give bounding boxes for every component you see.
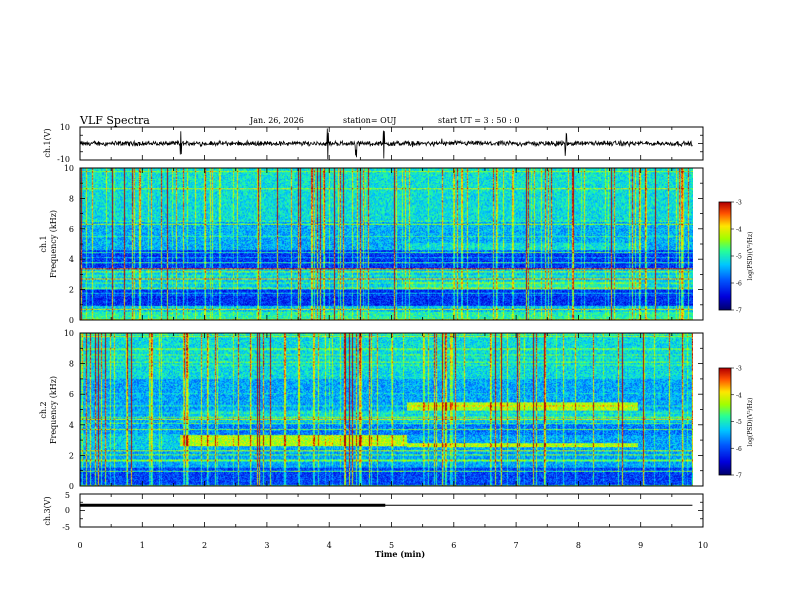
ch1-spec-ylabel-frequency: Frequency (kHz) [49,210,58,278]
ch1-waveform-ticks [79,126,704,161]
colorbar-tick-label: -7 [736,308,742,315]
header: VLF Spectra Jan. 26, 2026 station= OUJ s… [79,114,519,127]
frequency-tick-label: 6 [69,225,74,234]
colorbar-tick-label: -4 [736,227,742,234]
x-tick-label: 4 [327,541,332,550]
frequency-tick-label: 4 [69,421,74,430]
ch1-ytick-top: 10 [60,123,70,132]
frequency-tick-label: 8 [69,360,74,369]
colorbar-tick-label: -6 [736,281,742,288]
ch2-spec-ylabel-channel: ch.2 [39,401,48,418]
x-axis-label: Time (min) [375,549,425,559]
frequency-tick-label: 8 [69,194,74,203]
ch1-colorbar-tick-labels: -3 -4 -5 -6 -7 [731,200,742,315]
frequency-tick-label: 0 [69,482,74,491]
ch1-waveform-trace [79,128,693,160]
ch2-spec-ylabel-frequency: Frequency (kHz) [49,376,58,444]
colorbar-tick-label: -5 [736,254,742,261]
ch3-ytick-top: 5 [65,491,70,500]
frequency-tick-label: 4 [69,255,74,264]
ch1-colorbar-label: log(PSD)(V²/Hz) [747,232,754,281]
ch2-colorbar [719,368,731,475]
frequency-tick-label: 2 [69,286,74,295]
x-axis-tick-labels: 0 1 2 3 4 5 6 7 8 9 10 [77,541,708,550]
x-tick-label: 6 [451,541,456,550]
ch2-spectrogram-image [80,333,693,486]
colorbar-tick-label: -5 [736,419,742,426]
x-tick-label: 9 [638,541,643,550]
x-tick-label: 7 [514,541,519,550]
ch3-waveform-panel: 5 0 -5 ch.3(V) [43,491,704,532]
ch2-frequency-tick-labels: 0 2 4 6 8 10 [64,329,74,491]
date-label: Jan. 26, 2026 [249,116,304,125]
x-tick-label: 1 [140,541,145,550]
colorbar-tick-label: -4 [736,392,742,399]
ch1-spectrogram-ticks [79,167,704,321]
ch1-frequency-tick-labels: 0 2 4 6 8 10 [64,164,74,325]
ch1-ytick-bottom: -10 [57,155,70,164]
colorbar-tick-label: -3 [736,366,742,373]
x-tick-label: 5 [389,541,394,550]
figure-title: VLF Spectra [79,114,150,127]
ch1-spec-ylabel-channel: ch.1 [39,235,48,252]
frequency-tick-label: 2 [69,451,74,460]
ch1-ylabel: ch.1(V) [43,128,52,157]
ch3-ylabel: ch.3(V) [43,496,52,525]
ch1-colorbar [719,202,731,310]
ch2-colorbar-label: log(PSD)(V²/Hz) [747,398,754,447]
colorbar-tick-label: -6 [736,446,742,453]
ch2-spectrogram-ticks [79,332,704,487]
colorbar-tick-label: -7 [736,473,742,480]
x-tick-label: 0 [77,541,82,550]
x-tick-label: 2 [202,541,207,550]
ch3-waveform-ticks [79,493,704,528]
start-ut-label: start UT = 3 : 50 : 0 [438,116,519,125]
station-label: station= OUJ [343,116,396,125]
ch1-spectrogram-image [80,168,693,320]
x-tick-label: 3 [264,541,269,550]
ch3-ytick-bottom: -5 [62,523,70,532]
frequency-tick-label: 0 [69,316,74,325]
ch3-ytick-middle: 0 [65,506,70,515]
frequency-tick-label: 6 [69,390,74,399]
ch1-waveform-panel: 10 -10 ch.1(V) [43,123,704,164]
frequency-tick-label: 10 [64,164,74,173]
x-tick-label: 10 [698,541,708,550]
frequency-tick-label: 10 [64,329,74,338]
ch2-colorbar-tick-labels: -3 -4 -5 -6 -7 [731,366,742,480]
colorbar-tick-label: -3 [736,200,742,207]
x-tick-label: 8 [576,541,581,550]
